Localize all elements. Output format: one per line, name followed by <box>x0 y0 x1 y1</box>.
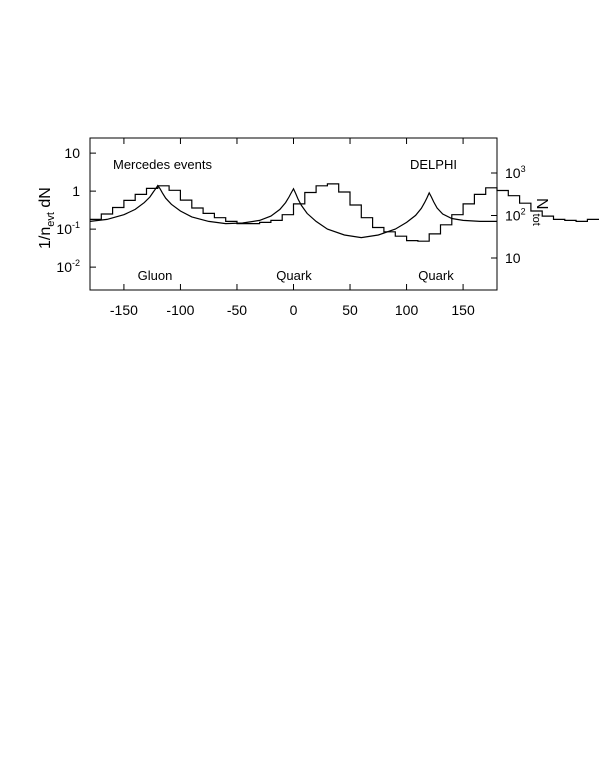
curve-series <box>89 184 497 239</box>
y-tick-exponent: -1 <box>72 220 80 230</box>
y-left-tick-label: 10-1 <box>56 220 80 237</box>
x-tick-label: -100 <box>166 302 194 318</box>
y-left-tick-label: 1 <box>72 183 80 199</box>
y-right-tick-base: 10 <box>505 208 521 224</box>
y-right-tick-label: 102 <box>505 207 526 224</box>
y-right-tick-label: 10 <box>505 250 521 266</box>
y-right-tick-base: 10 <box>505 165 521 181</box>
y-left-tick-label: 10-2 <box>56 258 80 275</box>
x-tick-label: -150 <box>110 302 138 318</box>
annotation-quark-right: Quark <box>418 268 454 283</box>
y-right-label-sub: tot <box>530 214 542 226</box>
annotation-quark-center: Quark <box>276 268 312 283</box>
annotation-top-left: Mercedes events <box>113 157 212 172</box>
y-axis-left-label: 1/nevt dN <box>37 187 57 249</box>
y-label-main: 1/n <box>37 227 54 249</box>
y-label-sub: evt <box>45 212 57 227</box>
y-label-tail: dN <box>37 187 54 212</box>
x-tick-label: 50 <box>342 302 358 318</box>
y-tick-base: 10 <box>64 145 80 161</box>
x-tick-label: -50 <box>227 302 247 318</box>
x-tick-label: 100 <box>395 302 419 318</box>
y-tick-exponent: -2 <box>72 258 80 268</box>
y-right-tick-exponent: 2 <box>521 207 526 217</box>
x-tick-label: 150 <box>451 302 475 318</box>
x-tick-label: 0 <box>290 302 298 318</box>
annotation-gluon: Gluon <box>138 268 173 283</box>
y-right-label-main: N <box>533 198 550 210</box>
histogram-series <box>90 183 599 242</box>
y-tick-base: 1 <box>72 183 80 199</box>
y-right-tick-base: 10 <box>505 250 521 266</box>
annotation-top-right: DELPHI <box>410 157 457 172</box>
y-tick-base: 10 <box>56 259 72 275</box>
series <box>89 183 599 242</box>
y-axis-right-label: Ntot <box>530 198 550 226</box>
y-right-tick-exponent: 3 <box>521 164 526 174</box>
y-left-tick-label: 10 <box>64 145 80 161</box>
y-right-tick-label: 103 <box>505 164 526 181</box>
y-tick-base: 10 <box>56 221 72 237</box>
ticks <box>90 138 497 290</box>
